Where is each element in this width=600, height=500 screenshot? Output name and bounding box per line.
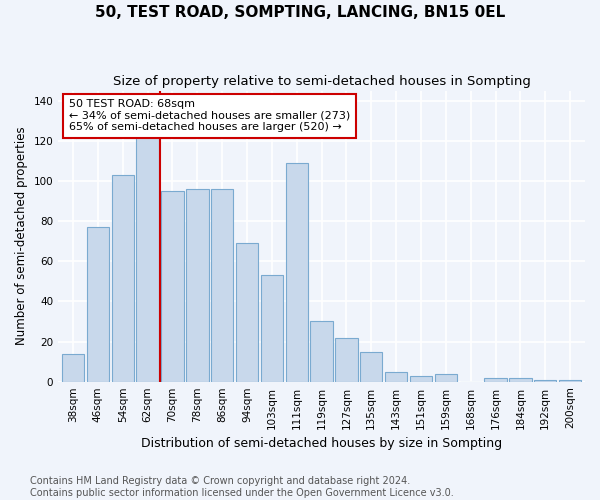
Bar — [310, 322, 333, 382]
Bar — [534, 380, 556, 382]
Bar — [410, 376, 432, 382]
Bar — [62, 354, 84, 382]
Bar — [260, 276, 283, 382]
Text: Contains HM Land Registry data © Crown copyright and database right 2024.
Contai: Contains HM Land Registry data © Crown c… — [30, 476, 454, 498]
Bar — [211, 189, 233, 382]
Bar — [112, 175, 134, 382]
Bar — [509, 378, 532, 382]
Bar — [186, 189, 209, 382]
Y-axis label: Number of semi-detached properties: Number of semi-detached properties — [15, 127, 28, 346]
Text: 50 TEST ROAD: 68sqm
← 34% of semi-detached houses are smaller (273)
65% of semi-: 50 TEST ROAD: 68sqm ← 34% of semi-detach… — [69, 100, 350, 132]
Text: 50, TEST ROAD, SOMPTING, LANCING, BN15 0EL: 50, TEST ROAD, SOMPTING, LANCING, BN15 0… — [95, 5, 505, 20]
Bar — [286, 163, 308, 382]
Bar — [335, 338, 358, 382]
Bar — [484, 378, 507, 382]
Title: Size of property relative to semi-detached houses in Sompting: Size of property relative to semi-detach… — [113, 75, 530, 88]
Bar — [559, 380, 581, 382]
Bar — [87, 227, 109, 382]
Bar — [385, 372, 407, 382]
Bar — [434, 374, 457, 382]
Bar — [360, 352, 382, 382]
Bar — [136, 116, 159, 382]
Bar — [236, 243, 258, 382]
X-axis label: Distribution of semi-detached houses by size in Sompting: Distribution of semi-detached houses by … — [141, 437, 502, 450]
Bar — [161, 191, 184, 382]
